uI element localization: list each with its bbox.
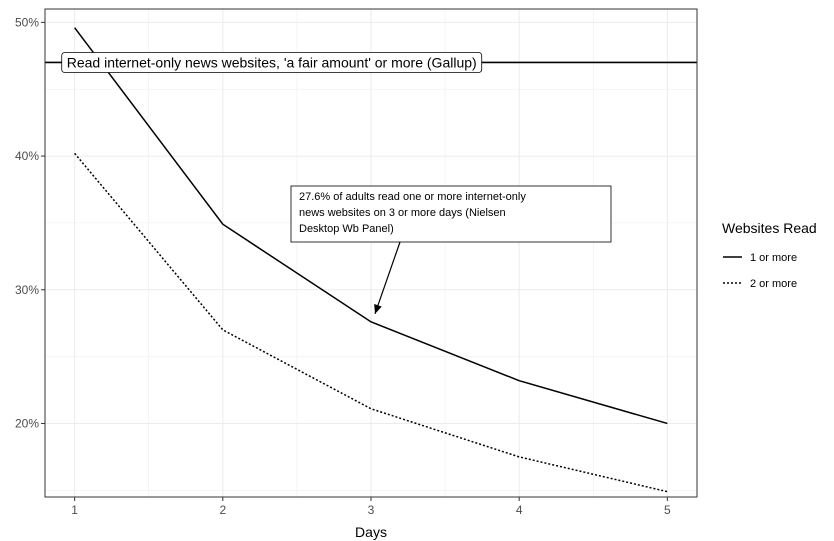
reference-label-box <box>61 52 483 73</box>
annotation: 27.6% of adults read one or more interne… <box>290 185 612 315</box>
legend-label-2-or-more: 2 or more <box>750 278 797 290</box>
x-tick-label-5: 5 <box>664 503 671 517</box>
legend: Websites Read 1 or more 2 or more <box>722 220 817 290</box>
series-line-2-or-more <box>74 152 668 493</box>
x-tick-label-4: 4 <box>516 503 523 517</box>
x-axis-title: Days <box>355 524 387 540</box>
reference-label-text: Read internet-only news websites, 'a fai… <box>67 54 477 70</box>
annotation-arrowhead <box>374 304 382 314</box>
series-lines <box>74 27 668 493</box>
annotation-arrow <box>374 241 401 315</box>
axis-ticks: 1 2 3 4 5 20% 30% 40% 50% <box>15 15 671 517</box>
y-tick-label-40: 40% <box>15 149 39 163</box>
x-tick-label-3: 3 <box>368 503 375 517</box>
legend-label-1-or-more: 1 or more <box>750 252 797 264</box>
x-tick-label-1: 1 <box>71 503 78 517</box>
y-tick-label-20: 20% <box>15 416 39 430</box>
series-line-1-or-more <box>74 27 668 425</box>
legend-title: Websites Read <box>722 220 817 236</box>
annotation-line-3: Desktop Wb Panel) <box>299 223 394 235</box>
x-tick-label-2: 2 <box>219 503 226 517</box>
reference-line-label: Read internet-only news websites, 'a fai… <box>61 52 483 73</box>
annotation-line-2: news websites on 3 or more days (Nielsen <box>299 207 506 219</box>
y-tick-label-30: 30% <box>15 283 39 297</box>
grid <box>45 9 697 497</box>
annotation-line-1: 27.6% of adults read one or more interne… <box>299 191 526 203</box>
annotation-box <box>290 185 612 243</box>
y-tick-label-50: 50% <box>15 15 39 29</box>
